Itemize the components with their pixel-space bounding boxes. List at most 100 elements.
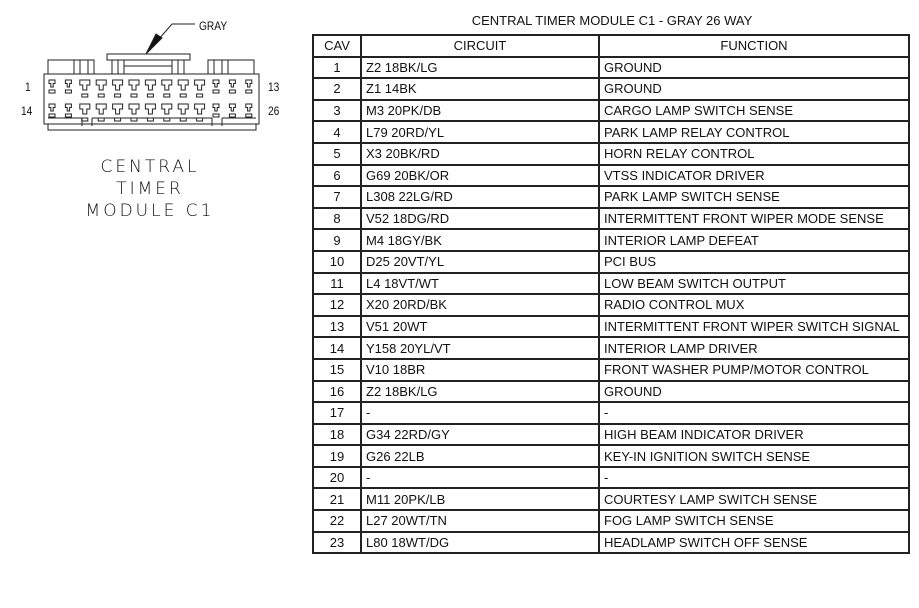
cav-cell: 11: [312, 271, 362, 296]
terminal-lock: [114, 117, 122, 122]
cav-cell: 9: [312, 228, 362, 252]
circuit-cell: G34 22RD/GY: [360, 422, 600, 447]
function-cell: INTERMITTENT FRONT WIPER SWITCH SIGNAL: [598, 314, 910, 339]
function-cell: HIGH BEAM INDICATOR DRIVER: [598, 422, 910, 447]
circuit-cell: Y158 20YL/VT: [360, 336, 600, 360]
table-row: 20- -: [312, 465, 910, 490]
function-cell: HEADLAMP SWITCH OFF SENSE: [598, 530, 910, 555]
terminal-cavity: [228, 103, 236, 112]
function-cell: INTERIOR LAMP DRIVER: [598, 336, 910, 360]
terminal-lock: [245, 89, 253, 94]
function-cell: GROUND: [598, 77, 910, 101]
terminal-cavity: [212, 79, 220, 88]
terminal-lock: [114, 93, 122, 98]
function-cell: COURTESY LAMP SWITCH SENSE: [598, 487, 910, 512]
function-cell: FRONT WASHER PUMP/MOTOR CONTROL: [598, 357, 910, 382]
table-row: 11 L4 18VT/WT LOW BEAM SWITCH OUTPUT: [312, 271, 910, 296]
terminal-lock: [212, 89, 220, 94]
cav-cell: 22: [312, 509, 362, 533]
cav-cell: 10: [312, 249, 362, 274]
circuit-cell: L4 18VT/WT: [360, 271, 600, 296]
terminal-lock: [130, 117, 138, 122]
circuit-cell: -: [360, 401, 600, 425]
cav-cell: 12: [312, 293, 362, 317]
table-header-row: CAV CIRCUIT FUNCTION: [312, 34, 910, 58]
cav-cell: 4: [312, 120, 362, 144]
pinout-table: CAV CIRCUIT FUNCTION 1 Z2 18BK/LG GROUND 2 Z…: [312, 34, 910, 555]
connector-diagram: [43, 23, 260, 131]
circuit-cell: Z1 14BK: [360, 77, 600, 101]
cav-cell: 20: [312, 465, 362, 490]
table-row: 3 M3 20PK/DB CARGO LAMP SWITCH SENSE: [312, 98, 910, 123]
function-cell: FOG LAMP SWITCH SENSE: [598, 509, 910, 533]
terminal-lock: [146, 117, 154, 122]
terminal-lock: [48, 113, 56, 118]
terminal-cavity: [245, 103, 253, 112]
terminal-lock: [81, 93, 89, 98]
function-cell: GROUND: [598, 379, 910, 404]
terminal-lock: [196, 93, 204, 98]
function-cell: INTERIOR LAMP DEFEAT: [598, 228, 910, 252]
table-row: 12 X20 20RD/BK RADIO CONTROL MUX: [312, 293, 910, 317]
function-cell: GROUND: [598, 55, 910, 80]
circuit-cell: M4 18GY/BK: [360, 228, 600, 252]
cav-cell: 3: [312, 98, 362, 123]
table-row: 1 Z2 18BK/LG GROUND: [312, 55, 910, 80]
circuit-cell: M11 20PK/LB: [360, 487, 600, 512]
terminal-cavity: [161, 103, 173, 115]
circuit-cell: X20 20RD/BK: [360, 293, 600, 317]
function-cell: RADIO CONTROL MUX: [598, 293, 910, 317]
cav-cell: 1: [312, 55, 362, 80]
cav-cell: 21: [312, 487, 362, 512]
terminal-lock: [81, 117, 89, 122]
terminal-cavity: [194, 79, 206, 91]
table-row: 19 G26 22LB KEY-IN IGNITION SWITCH SENSE: [312, 444, 910, 468]
circuit-cell: L308 22LG/RD: [360, 185, 600, 209]
terminal-lock: [64, 89, 72, 94]
function-cell: PARK LAMP SWITCH SENSE: [598, 185, 910, 209]
terminal-lock: [245, 113, 253, 118]
table-title: CENTRAL TIMER MODULE C1 - GRAY 26 WAY: [471, 13, 753, 28]
terminal-cavity: [48, 79, 56, 88]
function-cell: PCI BUS: [598, 249, 910, 274]
table-row: 9 M4 18GY/BK INTERIOR LAMP DEFEAT: [312, 228, 910, 252]
cav-cell: 2: [312, 77, 362, 101]
terminal-cavity: [64, 79, 72, 88]
terminal-cavity: [95, 79, 107, 91]
terminal-lock: [97, 93, 105, 98]
table-row: 15 V10 18BR FRONT WASHER PUMP/MOTOR CONTRO…: [312, 357, 910, 382]
terminal-cavity: [177, 103, 189, 115]
terminal-lock: [212, 113, 220, 118]
terminal-lock: [228, 89, 236, 94]
table-row: 10 D25 20VT/YL PCI BUS: [312, 249, 910, 274]
circuit-cell: Z2 18BK/LG: [360, 379, 600, 404]
terminal-lock: [64, 113, 72, 118]
terminal-cavity: [144, 79, 156, 91]
function-cell: HORN RELAY CONTROL: [598, 141, 910, 166]
table-row: 16 Z2 18BK/LG GROUND: [312, 379, 910, 404]
cav-cell: 13: [312, 314, 362, 339]
circuit-cell: L80 18WT/DG: [360, 530, 600, 555]
connector-caption-line-2: TIMER: [116, 179, 184, 199]
terminal-lock: [130, 93, 138, 98]
table-row: 6 G69 20BK/OR VTSS INDICATOR DRIVER: [312, 163, 910, 188]
terminal-cavity: [194, 103, 206, 115]
circuit-cell: G69 20BK/OR: [360, 163, 600, 188]
cav-cell: 6: [312, 163, 362, 188]
cav-cell: 7: [312, 185, 362, 209]
function-cell: INTERMITTENT FRONT WIPER MODE SENSE: [598, 206, 910, 231]
cav-cell: 15: [312, 357, 362, 382]
connector-caption-line-3: MODULE C1: [85, 201, 215, 221]
terminal-lock: [228, 113, 236, 118]
terminal-lock: [97, 117, 105, 122]
function-cell: PARK LAMP RELAY CONTROL: [598, 120, 910, 144]
circuit-cell: X3 20BK/RD: [360, 141, 600, 166]
pin-label-13: 13: [268, 80, 280, 94]
circuit-cell: M3 20PK/DB: [360, 98, 600, 123]
circuit-cell: -: [360, 465, 600, 490]
header-circuit: CIRCUIT: [360, 34, 600, 58]
connector-caption-line-1: CENTRAL: [100, 157, 200, 177]
cav-cell: 18: [312, 422, 362, 447]
terminal-cavity: [79, 79, 91, 91]
table-row: 21 M11 20PK/LB COURTESY LAMP SWITCH SENSE: [312, 487, 910, 512]
